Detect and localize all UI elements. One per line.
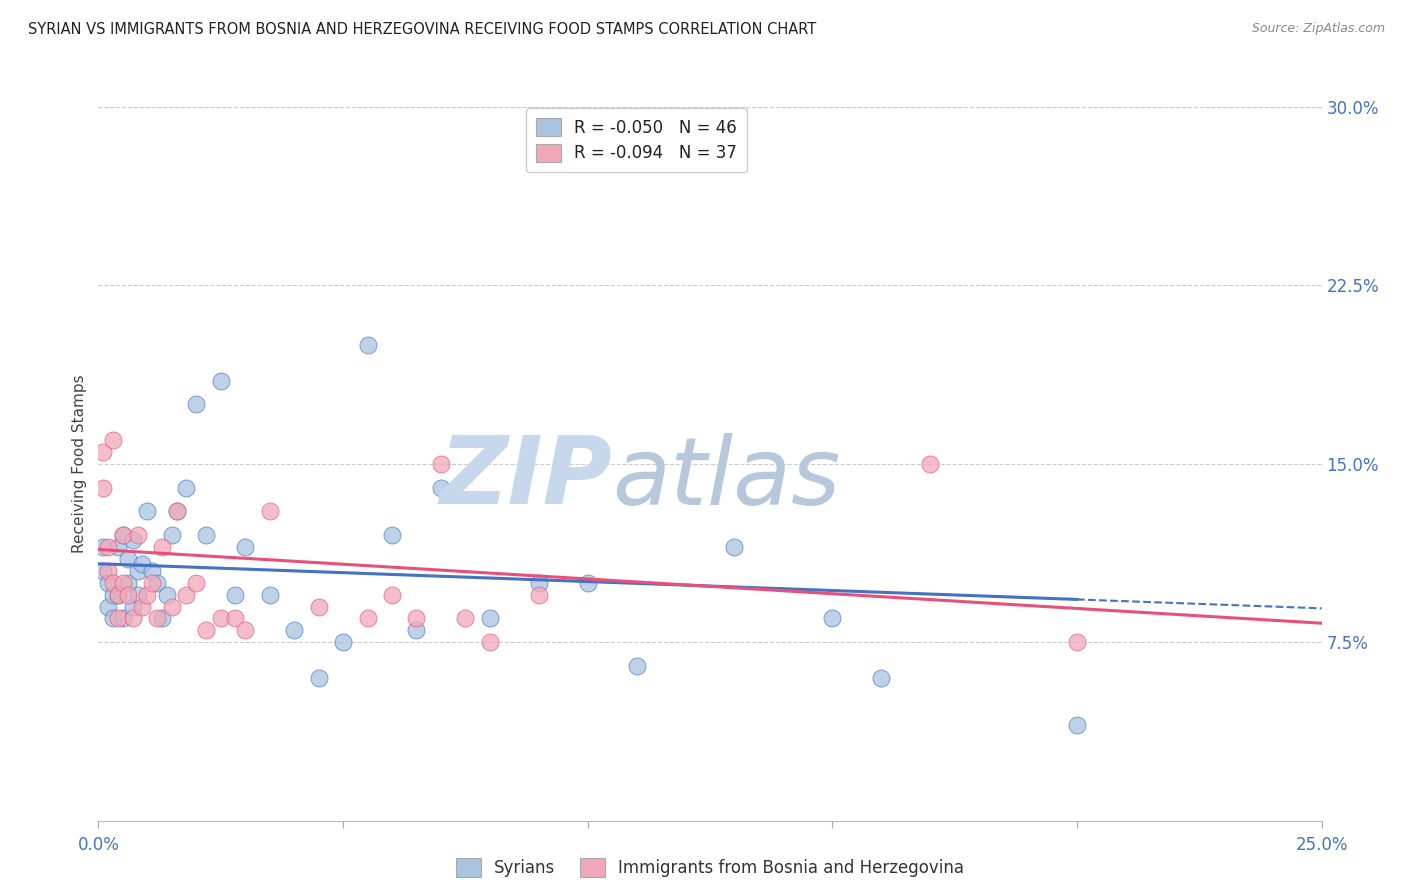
Text: Source: ZipAtlas.com: Source: ZipAtlas.com (1251, 22, 1385, 36)
Point (131, 599, 153, 614)
Point (146, 575, 169, 590)
Point (131, 557, 153, 571)
Point (195, 528, 218, 542)
Point (308, 599, 330, 614)
Point (186, 575, 208, 590)
Point (97, 540, 120, 554)
Point (117, 588, 139, 602)
Point (156, 588, 179, 602)
Point (209, 374, 232, 388)
Point (576, 575, 599, 590)
Point (107, 588, 129, 602)
Point (160, 599, 183, 614)
Point (101, 575, 124, 590)
Point (166, 504, 188, 518)
Point (176, 481, 198, 495)
Point (136, 588, 159, 602)
Point (283, 624, 305, 638)
Point (111, 611, 134, 625)
Point (430, 481, 453, 495)
Point (209, 611, 232, 625)
Point (111, 528, 134, 542)
Point (527, 588, 550, 602)
Point (259, 504, 281, 518)
Point (121, 611, 143, 625)
Text: atlas: atlas (612, 433, 841, 524)
Point (224, 611, 246, 625)
Point (160, 528, 183, 542)
Point (233, 540, 256, 554)
Point (166, 504, 188, 518)
Point (381, 588, 404, 602)
Point (405, 611, 427, 625)
Point (478, 635, 501, 649)
Point (101, 588, 124, 602)
Point (101, 611, 124, 625)
Text: ZIP: ZIP (439, 432, 612, 524)
Point (136, 504, 159, 518)
Point (478, 611, 501, 625)
Point (141, 564, 163, 578)
Point (150, 611, 173, 625)
Point (430, 457, 453, 471)
Point (723, 540, 745, 554)
Point (97, 564, 120, 578)
Point (259, 588, 281, 602)
Point (150, 540, 173, 554)
Point (127, 528, 149, 542)
Point (527, 575, 550, 590)
Point (332, 635, 354, 649)
Point (107, 540, 129, 554)
Legend: Syrians, Immigrants from Bosnia and Herzegovina: Syrians, Immigrants from Bosnia and Herz… (449, 852, 972, 884)
Point (101, 433, 124, 447)
Text: SYRIAN VS IMMIGRANTS FROM BOSNIA AND HERZEGOVINA RECEIVING FOOD STAMPS CORRELATI: SYRIAN VS IMMIGRANTS FROM BOSNIA AND HER… (28, 22, 817, 37)
Point (870, 671, 893, 685)
Point (1066, 635, 1088, 649)
Point (121, 599, 143, 614)
Point (141, 575, 163, 590)
Point (127, 564, 149, 578)
Point (97, 575, 120, 590)
Point (1066, 718, 1088, 732)
Point (626, 659, 648, 673)
Point (381, 528, 404, 542)
Point (454, 611, 477, 625)
Y-axis label: Receiving Food Stamps: Receiving Food Stamps (72, 375, 87, 553)
Point (195, 624, 218, 638)
Point (97, 599, 120, 614)
Point (308, 671, 330, 685)
Point (111, 575, 134, 590)
Point (121, 533, 143, 547)
Point (91, 481, 114, 495)
Point (233, 624, 256, 638)
Point (356, 611, 378, 625)
Point (821, 611, 844, 625)
Point (127, 588, 149, 602)
Point (186, 397, 208, 411)
Point (91, 540, 114, 554)
Point (111, 528, 134, 542)
Point (146, 611, 169, 625)
Point (91, 564, 114, 578)
Point (224, 588, 246, 602)
Point (107, 611, 129, 625)
Point (405, 624, 427, 638)
Point (117, 575, 139, 590)
Point (356, 338, 378, 352)
Point (107, 588, 129, 602)
Point (176, 588, 198, 602)
Point (91, 445, 114, 459)
Point (117, 552, 139, 566)
Point (920, 457, 942, 471)
